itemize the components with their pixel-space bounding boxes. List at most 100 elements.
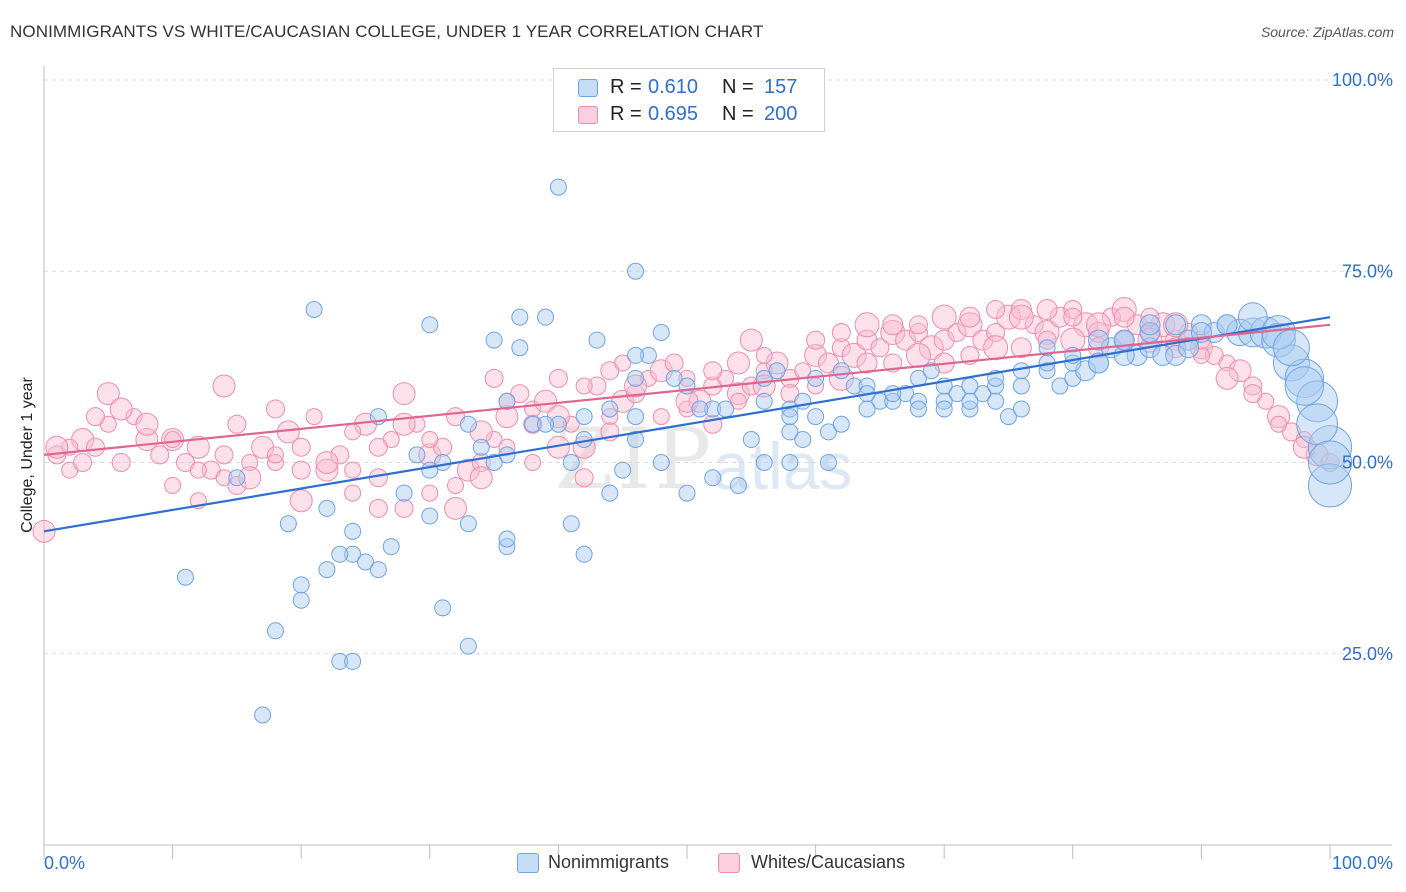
point-whites (433, 437, 453, 457)
point-nonimmigrants (1139, 314, 1161, 336)
point-whites (164, 476, 182, 494)
point-nonimmigrants (639, 346, 657, 364)
point-whites (755, 346, 773, 364)
point-whites (1034, 319, 1060, 345)
point-nonimmigrants (755, 454, 773, 471)
point-nonimmigrants (1296, 403, 1339, 446)
point-whites (947, 322, 967, 342)
point-nonimmigrants (781, 408, 799, 426)
point-nonimmigrants (254, 706, 272, 724)
point-whites (109, 397, 133, 421)
legend-row-whites: R = 0.695 N = 200 (554, 101, 824, 129)
point-whites (135, 412, 159, 436)
point-whites (841, 342, 867, 368)
point-nonimmigrants (652, 454, 670, 471)
point-nonimmigrants (935, 400, 953, 418)
point-whites (1218, 354, 1236, 372)
series-nonimmigrants-points (176, 178, 1353, 724)
point-nonimmigrants (729, 476, 747, 494)
point-nonimmigrants (858, 400, 876, 418)
point-nonimmigrants (1178, 337, 1200, 359)
point-whites (882, 314, 904, 336)
trend-line-nonimmigrants (43, 316, 1331, 533)
legend-swatch-blue (517, 853, 539, 873)
point-whites (972, 329, 994, 351)
point-nonimmigrants (845, 377, 863, 395)
point-nonimmigrants (575, 545, 593, 563)
point-whites (1320, 453, 1340, 472)
point-nonimmigrants (922, 362, 940, 380)
point-nonimmigrants (498, 392, 516, 410)
point-whites (289, 489, 313, 513)
point-nonimmigrants (807, 408, 825, 426)
point-nonimmigrants (434, 599, 452, 617)
point-whites (996, 304, 1021, 330)
point-whites (534, 389, 558, 413)
point-nonimmigrants (331, 652, 349, 670)
legend-row-nonimmigrants: R = 0.610 N = 157 (554, 74, 824, 102)
point-whites (265, 399, 285, 419)
point-nonimmigrants (344, 522, 362, 540)
point-nonimmigrants (961, 392, 979, 410)
point-whites (1024, 315, 1044, 335)
point-nonimmigrants (305, 301, 323, 318)
point-whites (918, 335, 944, 361)
legend-r-label: R = (610, 103, 642, 125)
point-nonimmigrants (1088, 329, 1110, 351)
point-nonimmigrants (614, 461, 632, 479)
point-whites (1270, 415, 1288, 433)
point-nonimmigrants (601, 400, 619, 418)
point-whites (523, 414, 543, 434)
point-whites (73, 453, 93, 472)
point-whites (908, 322, 928, 342)
point-nonimmigrants (1012, 362, 1030, 380)
point-whites (212, 374, 236, 398)
point-nonimmigrants (1284, 358, 1324, 399)
point-whites (1204, 345, 1224, 365)
point-whites (1113, 306, 1135, 328)
point-whites (238, 466, 262, 490)
point-nonimmigrants (266, 622, 284, 640)
point-nonimmigrants (1088, 352, 1110, 374)
point-whites (639, 369, 657, 387)
point-whites (392, 382, 416, 406)
point-whites (931, 304, 957, 330)
point-nonimmigrants (549, 178, 567, 196)
point-whites (227, 414, 247, 434)
point-whites (85, 437, 105, 457)
point-whites (804, 343, 828, 367)
point-nonimmigrants (832, 415, 850, 433)
point-nonimmigrants (755, 392, 773, 410)
point-nonimmigrants (1165, 314, 1187, 336)
point-whites (959, 306, 981, 328)
point-nonimmigrants (562, 454, 580, 471)
point-whites (394, 498, 414, 518)
point-nonimmigrants (1038, 339, 1056, 357)
point-whites (344, 484, 362, 502)
point-nonimmigrants (292, 591, 310, 609)
point-nonimmigrants (781, 423, 799, 441)
point-nonimmigrants (1284, 366, 1324, 406)
trend-lines (43, 316, 1331, 533)
point-nonimmigrants (318, 499, 336, 517)
point-nonimmigrants (1000, 408, 1017, 426)
point-whites (85, 407, 105, 427)
point-whites (664, 353, 684, 373)
point-nonimmigrants (588, 331, 606, 349)
point-whites (870, 338, 890, 358)
legend-swatch-pink (578, 106, 598, 124)
legend-label: Whites/Caucasians (751, 852, 906, 872)
point-whites (421, 431, 439, 449)
point-whites (485, 431, 503, 449)
point-whites (986, 300, 1006, 319)
point-nonimmigrants (897, 385, 915, 403)
point-whites (652, 408, 670, 426)
point-nonimmigrants (408, 446, 426, 464)
point-nonimmigrants (1272, 329, 1310, 367)
point-whites (831, 322, 851, 342)
point-nonimmigrants (498, 530, 516, 548)
point-whites (368, 437, 388, 457)
y-tick-label: 75.0% (1342, 261, 1393, 281)
point-nonimmigrants (485, 454, 503, 471)
x-tick-label: 0.0% (44, 853, 85, 873)
